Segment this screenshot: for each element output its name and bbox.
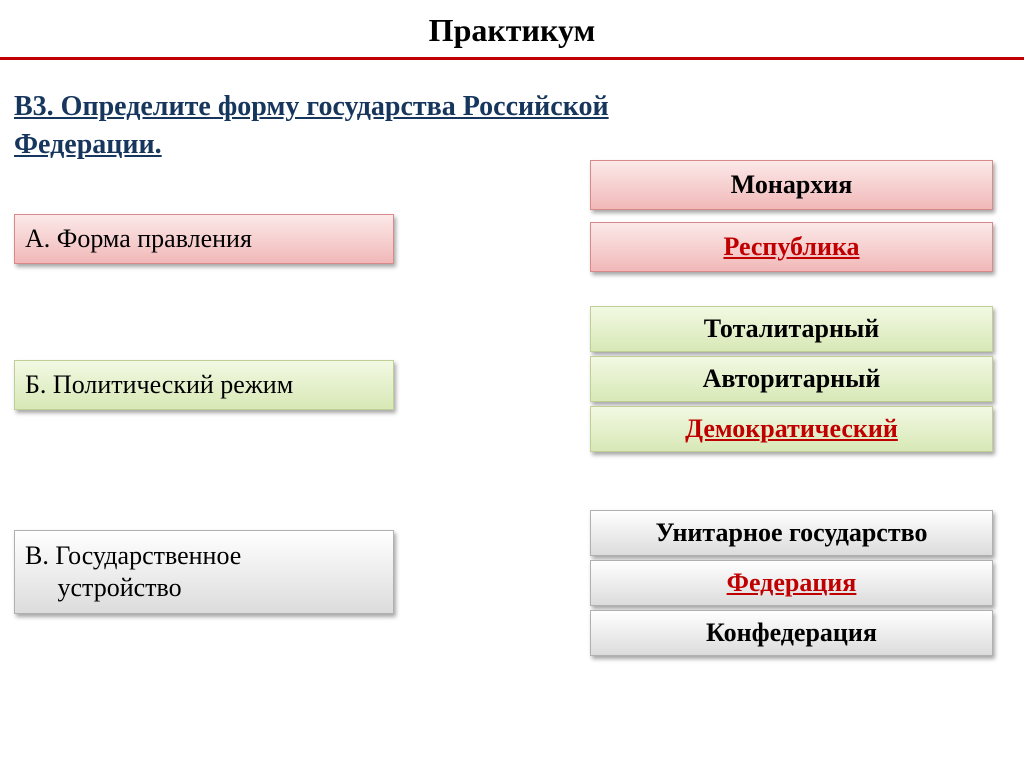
- line2: устройство: [25, 573, 182, 602]
- section-b-text: Б. Политический режим: [25, 370, 293, 400]
- section-c-option-2: Федерация: [590, 560, 993, 606]
- option-text: Авторитарный: [703, 364, 881, 394]
- option-text: Унитарное государство: [656, 518, 928, 548]
- section-a-text: А. Форма правления: [25, 224, 252, 254]
- section-c-label: В. Государственное устройство: [14, 530, 394, 614]
- section-c-option-3: Конфедерация: [590, 610, 993, 656]
- option-text: Тоталитарный: [704, 314, 880, 344]
- section-a-label: А. Форма правления: [14, 214, 394, 264]
- question-text: В3. Определите форму государства Российс…: [14, 88, 694, 164]
- section-b-label: Б. Политический режим: [14, 360, 394, 410]
- section-a-option-2: Республика: [590, 222, 993, 272]
- section-a-option-1: Монархия: [590, 160, 993, 210]
- section-c-text: В. Государственное устройство: [25, 540, 241, 605]
- page-title: Практикум: [0, 0, 1024, 57]
- section-b-option-2: Авторитарный: [590, 356, 993, 402]
- option-text: Республика: [723, 232, 859, 262]
- line1: В. Государственное: [25, 541, 241, 570]
- option-text: Федерация: [727, 568, 857, 598]
- section-b-option-3: Демократический: [590, 406, 993, 452]
- option-text: Монархия: [731, 170, 853, 200]
- section-b-option-1: Тоталитарный: [590, 306, 993, 352]
- section-c-option-1: Унитарное государство: [590, 510, 993, 556]
- option-text: Конфедерация: [706, 618, 877, 648]
- title-underline: [0, 57, 1024, 60]
- option-text: Демократический: [685, 414, 898, 444]
